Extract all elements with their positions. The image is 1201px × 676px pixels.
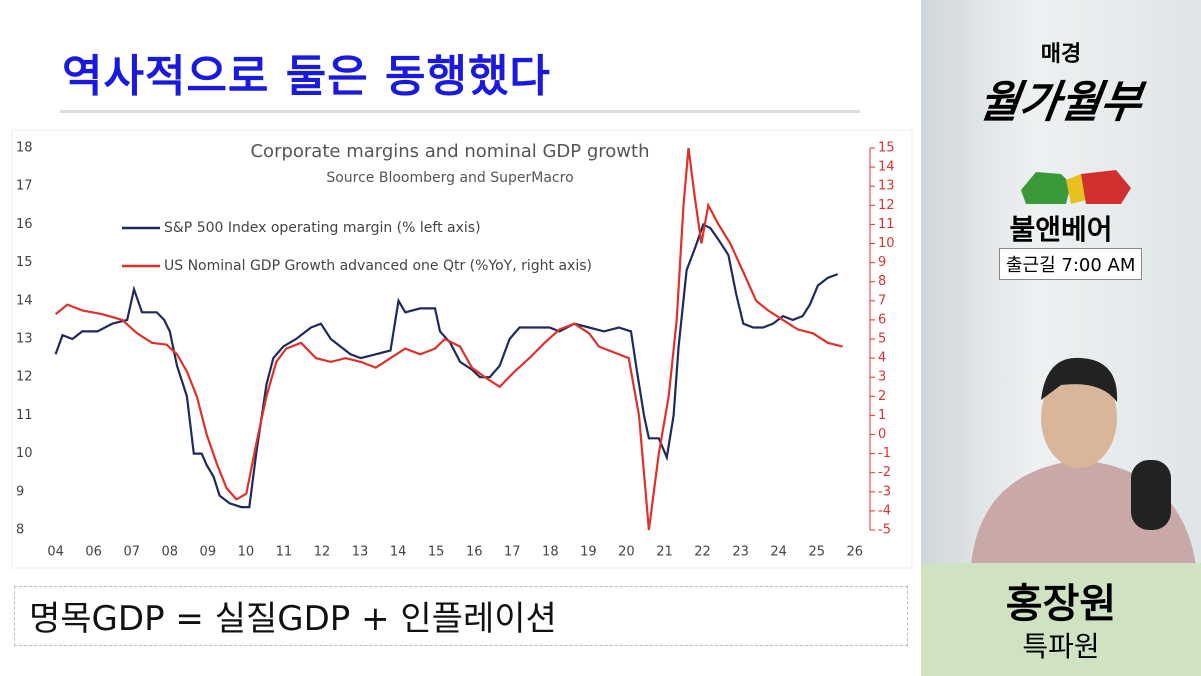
formula-box: 명목GDP = 실질GDP + 인플레이션	[14, 586, 908, 646]
x-tick-label: 08	[162, 545, 179, 560]
y2-tick-label: 4	[878, 351, 886, 366]
legend-label: US Nominal GDP Growth advanced one Qtr (…	[164, 258, 592, 274]
y-tick-label: 17	[16, 179, 33, 194]
y2-tick-label: 7	[878, 293, 886, 308]
y-tick-label: 18	[16, 141, 33, 156]
x-tick-label: 19	[580, 545, 597, 560]
y2-tick-label: -4	[878, 503, 891, 518]
segment: 불앤베어	[1009, 213, 1113, 246]
y2-tick-label: 3	[878, 370, 886, 385]
x-tick-label: 11	[276, 545, 293, 560]
y2-tick-label: 8	[878, 274, 886, 289]
y-tick-label: 8	[16, 523, 24, 538]
x-tick-label: 23	[732, 545, 749, 560]
schedule: 출근길 7:00 AM	[999, 248, 1143, 280]
x-tick-label: 24	[770, 545, 787, 560]
presenter-name: 홍장원	[1005, 581, 1117, 627]
series-line	[54, 147, 843, 531]
x-tick-label: 10	[238, 545, 255, 560]
bull-bear-icon	[1021, 170, 1131, 204]
y2-tick-label: -2	[878, 465, 891, 480]
presenter-role: 특파원	[1022, 630, 1100, 663]
x-tick-label: 20	[618, 545, 635, 560]
x-tick-label: 15	[428, 545, 445, 560]
x-tick-label: 13	[352, 545, 369, 560]
y2-tick-label: 1	[878, 408, 886, 423]
x-tick-label: 17	[504, 545, 521, 560]
y-tick-label: 14	[16, 293, 33, 308]
x-tick-label: 12	[314, 545, 331, 560]
y2-tick-label: 15	[878, 141, 895, 156]
x-tick-label: 22	[694, 545, 711, 560]
divider	[60, 110, 860, 113]
formula: 명목GDP = 실질GDP + 인플레이션	[29, 599, 557, 639]
y2-tick-label: 5	[878, 332, 886, 347]
presenter	[971, 357, 1196, 565]
show-logo: 월가월부	[975, 77, 1145, 128]
x-tick-label: 04	[47, 545, 64, 560]
x-tick-label: 18	[542, 545, 559, 560]
chart-title: Corporate margins and nominal GDP growth	[250, 141, 649, 162]
y2-tick-label: 11	[878, 217, 895, 232]
y2-tick-label: 0	[878, 427, 886, 442]
x-tick-label: 06	[85, 545, 102, 560]
y2-tick-label: 2	[878, 389, 886, 404]
x-tick-label: 25	[808, 545, 825, 560]
y2-tick-label: 14	[878, 160, 895, 175]
y2-tick-label: 13	[878, 179, 895, 194]
y2-tick-label: -1	[878, 446, 891, 461]
y-tick-label: 11	[16, 408, 33, 423]
y-tick-label: 10	[16, 446, 33, 461]
y-tick-label: 13	[16, 332, 33, 347]
y2-tick-label: 12	[878, 198, 895, 213]
x-tick-label: 09	[200, 545, 217, 560]
video-panel: 매경 월가월부 불앤베어 출근길 7:00 AM 홍장원 특파원	[921, 0, 1201, 676]
y2-tick-label: 9	[878, 255, 886, 270]
name-plate: 홍장원 특파원	[921, 563, 1201, 676]
x-tick-label: 07	[123, 545, 140, 560]
x-tick-label: 14	[390, 545, 407, 560]
y2-tick-label: 10	[878, 236, 895, 251]
y-tick-label: 12	[16, 370, 33, 385]
x-tick-label: 16	[466, 545, 483, 560]
x-tick-label: 21	[656, 545, 673, 560]
legend-label: S&P 500 Index operating margin (% left a…	[164, 220, 481, 236]
y2-tick-label: -3	[878, 484, 891, 499]
y-tick-label: 15	[16, 255, 33, 270]
y-tick-label: 16	[16, 217, 33, 232]
y2-tick-label: 6	[878, 312, 886, 327]
brand: 매경	[1040, 42, 1082, 67]
x-tick-label: 26	[847, 545, 864, 560]
chart-subtitle: Source Bloomberg and SuperMacro	[326, 170, 573, 186]
y2-tick-label: -5	[878, 523, 891, 538]
chart: Corporate margins and nominal GDP growth…	[11, 129, 913, 569]
slide-title: 역사적으로 둘은 동행했다	[62, 51, 551, 102]
y-tick-label: 9	[16, 484, 24, 499]
